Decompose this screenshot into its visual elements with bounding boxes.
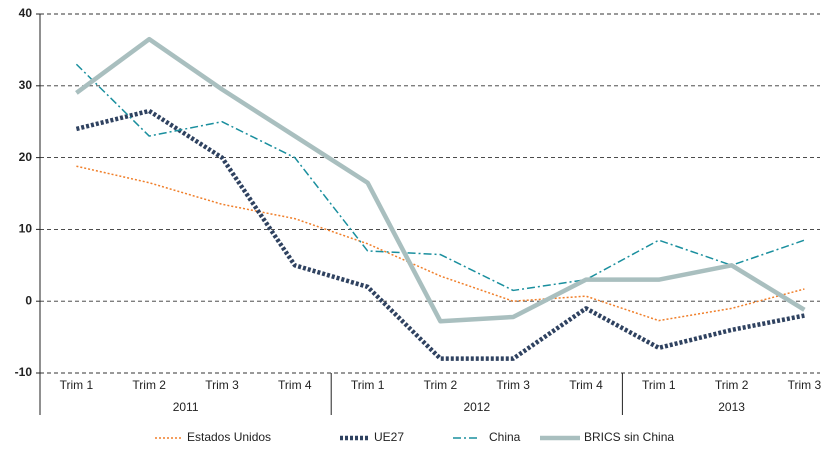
y-tick-label: 0 <box>25 293 32 307</box>
legend-label: BRICS sin China <box>584 430 674 444</box>
x-tick-label: Trim 1 <box>60 378 94 392</box>
legend-label: China <box>489 430 521 444</box>
y-tick-label: -10 <box>15 365 33 379</box>
x-tick-label: Trim 3 <box>788 378 822 392</box>
x-tick-label: Trim 1 <box>351 378 385 392</box>
y-tick-label: 40 <box>19 6 33 20</box>
group-label: 2013 <box>718 400 745 414</box>
series-line <box>75 108 805 361</box>
x-tick-label: Trim 3 <box>496 378 530 392</box>
x-tick-label: Trim 2 <box>715 378 749 392</box>
group-label: 2012 <box>463 400 490 414</box>
x-tick-label: Trim 2 <box>424 378 458 392</box>
x-tick-label: Trim 4 <box>278 378 312 392</box>
x-tick-label: Trim 2 <box>132 378 166 392</box>
series-line <box>75 36 806 324</box>
y-tick-label: 30 <box>19 78 33 92</box>
series-line <box>75 63 805 292</box>
x-tick-label: Trim 3 <box>205 378 239 392</box>
x-tick-label: Trim 4 <box>569 378 603 392</box>
legend-label: UE27 <box>374 430 404 444</box>
legend-label: Estados Unidos <box>187 430 271 444</box>
x-tick-label: Trim 1 <box>642 378 676 392</box>
y-tick-label: 20 <box>19 150 33 164</box>
y-tick-label: 10 <box>19 222 33 236</box>
series-line <box>76 165 805 322</box>
group-label: 2011 <box>173 400 199 414</box>
